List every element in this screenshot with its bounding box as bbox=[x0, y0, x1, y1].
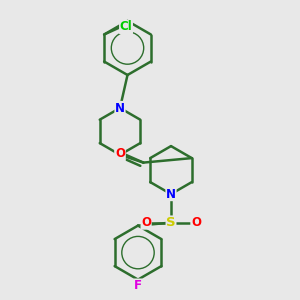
Text: O: O bbox=[141, 216, 151, 229]
Text: N: N bbox=[166, 188, 176, 201]
Text: S: S bbox=[166, 216, 176, 229]
Text: N: N bbox=[115, 148, 125, 161]
Text: O: O bbox=[191, 216, 201, 229]
Text: F: F bbox=[134, 279, 142, 292]
Text: N: N bbox=[115, 101, 125, 115]
Text: Cl: Cl bbox=[120, 20, 132, 34]
Text: O: O bbox=[115, 147, 125, 160]
